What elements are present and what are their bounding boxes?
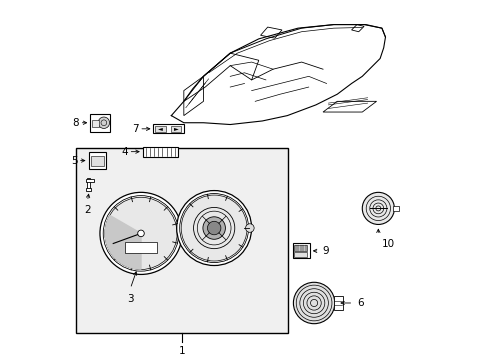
Bar (294, 252, 306, 257)
Bar (85, 188, 91, 191)
Bar (90, 114, 110, 132)
Bar (170, 126, 181, 132)
Text: 5: 5 (71, 156, 78, 166)
Bar (88, 152, 106, 169)
Circle shape (100, 192, 182, 274)
Bar (333, 296, 342, 310)
Bar (153, 124, 183, 134)
Circle shape (293, 282, 334, 324)
Text: ►: ► (173, 126, 178, 131)
Text: ◄: ◄ (158, 126, 163, 131)
Text: 6: 6 (356, 298, 363, 308)
Text: 3: 3 (127, 294, 133, 304)
Polygon shape (105, 216, 141, 269)
Circle shape (207, 221, 221, 235)
Bar (76, 148, 288, 333)
Polygon shape (323, 101, 376, 112)
Bar (124, 242, 157, 253)
Text: 9: 9 (321, 246, 328, 256)
Bar (292, 243, 309, 258)
Bar (85, 179, 93, 182)
Bar (90, 156, 104, 166)
Circle shape (181, 195, 246, 261)
Text: 2: 2 (84, 205, 91, 215)
Bar (142, 147, 178, 157)
Bar (392, 206, 398, 211)
Bar (294, 245, 306, 251)
Text: 7: 7 (132, 124, 139, 134)
Text: 10: 10 (381, 239, 394, 249)
Text: 8: 8 (73, 118, 79, 128)
Circle shape (104, 197, 177, 270)
Circle shape (98, 117, 109, 129)
Circle shape (176, 190, 251, 266)
Circle shape (245, 224, 254, 232)
Circle shape (203, 217, 225, 239)
Circle shape (138, 230, 144, 237)
Circle shape (362, 192, 394, 225)
Bar (155, 126, 165, 132)
Bar (87, 178, 89, 189)
Text: 1: 1 (179, 346, 185, 356)
Bar (92, 120, 98, 127)
Text: 4: 4 (122, 147, 128, 157)
